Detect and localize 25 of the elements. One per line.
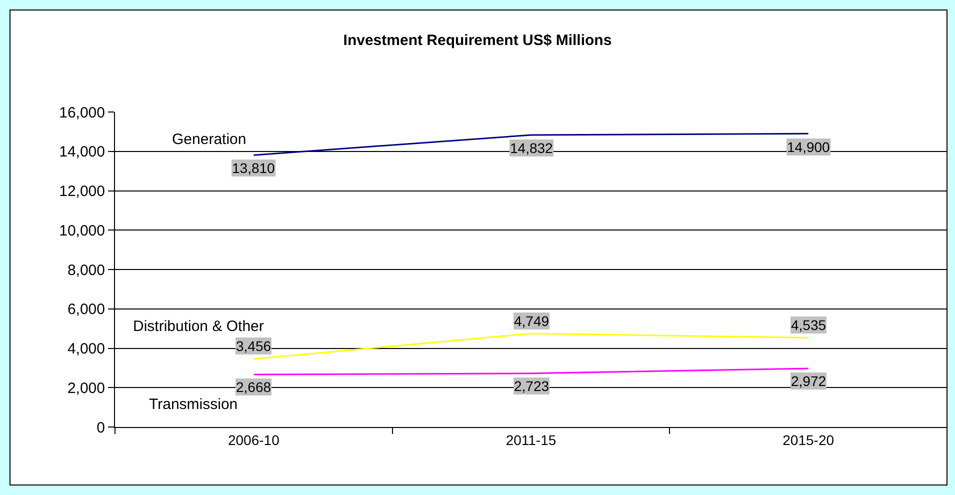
y-tick-label: 12,000: [59, 183, 105, 200]
chart-title: Investment Requirement US$ Millions: [343, 32, 612, 50]
data-label: 4,749: [514, 313, 550, 329]
data-label: 3,456: [236, 338, 272, 354]
data-label: 13,810: [232, 160, 276, 176]
x-tick-label: 2011-15: [506, 432, 556, 448]
x-tick-label: 2015-20: [782, 432, 834, 448]
y-tick-label: 0: [96, 419, 105, 436]
x-tick-label: 2006-10: [228, 432, 280, 448]
y-tick-label: 6,000: [67, 301, 105, 318]
y-tick-label: 8,000: [67, 262, 105, 279]
data-label: 2,723: [514, 378, 550, 394]
series-label: Generation: [172, 131, 246, 148]
y-tick-label: 2,000: [67, 380, 105, 397]
data-label: 14,900: [787, 139, 830, 155]
data-label: 2,972: [791, 373, 826, 389]
y-tick-label: 4,000: [67, 340, 105, 358]
data-label: 4,535: [791, 317, 826, 333]
data-label: 14,832: [510, 140, 554, 156]
series-label: Distribution & Other: [133, 318, 264, 335]
y-tick-label: 10,000: [59, 222, 105, 240]
y-tick-label: 14,000: [59, 144, 105, 161]
series-label: Transmission: [149, 396, 238, 413]
y-tick-label: 16,000: [59, 104, 105, 122]
data-label: 2,668: [236, 379, 272, 395]
